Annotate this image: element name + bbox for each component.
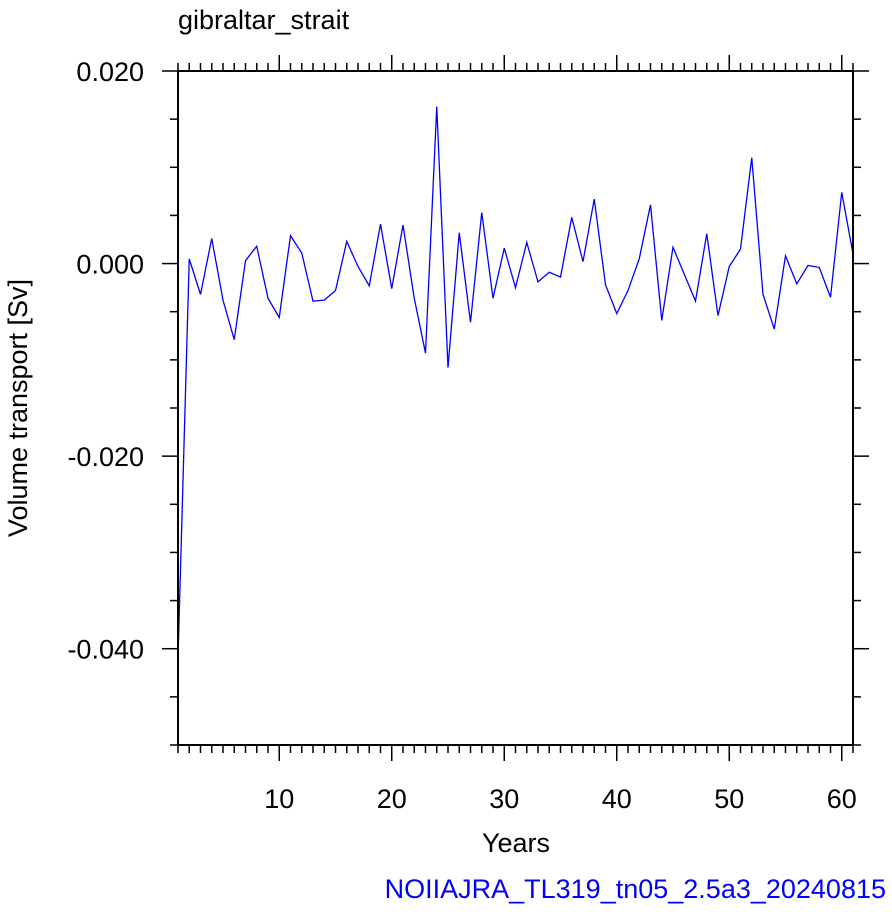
plot-frame (177, 70, 854, 746)
y-tick-label: -0.040 (67, 635, 144, 665)
x-tick-label: 20 (377, 784, 407, 814)
x-tick-label: 50 (714, 784, 744, 814)
y-axis-label: Volume transport [Sv] (3, 279, 33, 537)
x-tick-label: 60 (827, 784, 857, 814)
x-axis-label: Years (482, 828, 550, 858)
tick-labels: 10 20 30 40 50 60 -0.040 -0.020 0.000 0.020 (67, 57, 856, 814)
x-tick-label: 10 (264, 784, 294, 814)
y-tick-label: -0.020 (67, 442, 144, 472)
footer-label: NOIIAJRA_TL319_tn05_2.5a3_20240815 (385, 874, 886, 904)
series-line (177, 106, 854, 659)
chart-title: gibraltar_strait (178, 5, 350, 35)
x-tick-label: 30 (489, 784, 519, 814)
axis-ticks (162, 55, 869, 761)
x-tick-label: 40 (602, 784, 632, 814)
y-tick-label: 0.000 (76, 250, 144, 280)
y-tick-label: 0.020 (76, 57, 144, 87)
